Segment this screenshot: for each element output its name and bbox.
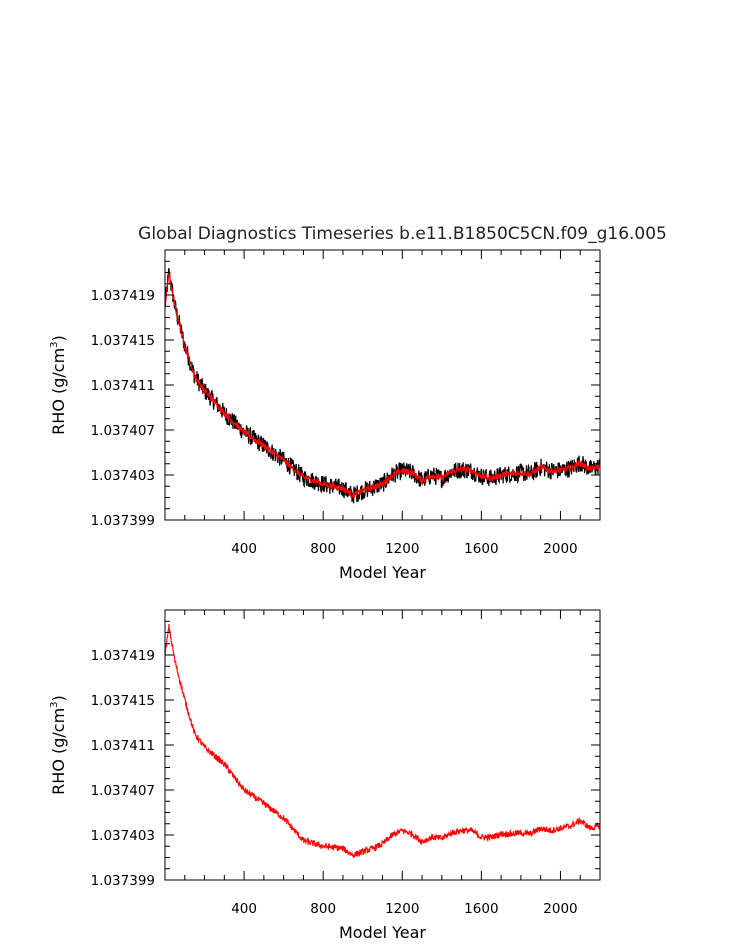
x-tick-label: 1200: [385, 541, 419, 557]
y-tick-label: 1.037403: [91, 468, 155, 484]
y-tick-label: 1.037419: [91, 648, 155, 664]
x-tick-label: 400: [231, 901, 257, 917]
series-line-annual: [165, 271, 600, 498]
y-tick-label: 1.037419: [91, 288, 155, 304]
x-tick-label: 2000: [543, 901, 577, 917]
y-tick-label: 1.037399: [91, 873, 155, 889]
series-line-monthly: [165, 268, 600, 504]
y-tick-label: 1.037403: [91, 828, 155, 844]
y-axis-label-sup: 3: [49, 701, 60, 707]
x-tick-label: 1600: [464, 541, 498, 557]
x-axis-label: Model Year: [339, 923, 426, 942]
chart-panel-1: Global Diagnostics Timeseries b.e11.B185…: [49, 224, 667, 582]
y-tick-label: 1.037411: [91, 378, 155, 394]
x-tick-label: 1600: [464, 901, 498, 917]
y-axis-label: RHO (g/cm3): [49, 335, 68, 435]
x-tick-label: 800: [310, 901, 336, 917]
x-tick-label: 1200: [385, 901, 419, 917]
chart-panel-2: 400 800 1200 1600 2000 1.037399 1.037403 1.0374…: [49, 609, 601, 942]
y-tick-label: 1.037407: [91, 423, 155, 439]
y-tick-label: 1.037415: [91, 333, 155, 349]
y-tick-label: 1.037415: [91, 693, 155, 709]
y-tick-label: 1.037411: [91, 738, 155, 754]
y-axis-label-close: ): [49, 695, 68, 701]
y-axis-label-close: ): [49, 335, 68, 341]
x-tick-label: 2000: [543, 541, 577, 557]
chart-title: Global Diagnostics Timeseries b.e11.B185…: [138, 224, 667, 244]
series-line-annual: [165, 623, 600, 858]
y-axis-label: RHO (g/cm3): [49, 695, 68, 795]
y-tick-label: 1.037407: [91, 783, 155, 799]
plot-frame: [164, 609, 601, 881]
y-axis-label-sup: 3: [49, 341, 60, 347]
y-tick-label: 1.037399: [91, 513, 155, 529]
y-axis-label-text: RHO (g/cm: [49, 708, 68, 795]
x-tick-label: 800: [310, 541, 336, 557]
y-axis-label-text: RHO (g/cm: [49, 348, 68, 435]
x-tick-label: 400: [231, 541, 257, 557]
x-axis-label: Model Year: [339, 563, 426, 582]
